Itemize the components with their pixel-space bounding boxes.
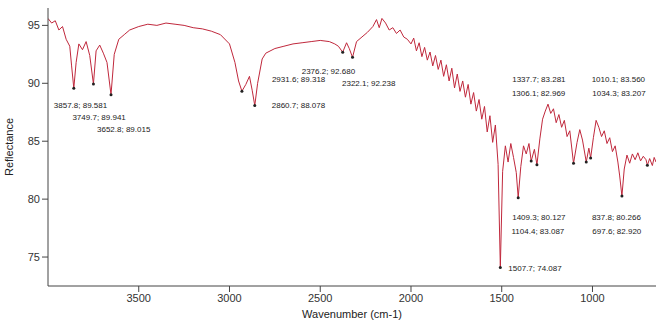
svg-text:85: 85 [28,135,40,147]
svg-text:75: 75 [28,251,40,263]
svg-text:3857.8; 89.581: 3857.8; 89.581 [54,101,108,110]
svg-text:2860.7; 88.078: 2860.7; 88.078 [272,101,326,110]
svg-text:697.6; 82.920: 697.6; 82.920 [592,227,641,236]
svg-text:3652.8; 89.015: 3652.8; 89.015 [97,125,151,134]
svg-text:Wavenumber (cm-1): Wavenumber (cm-1) [302,308,402,320]
svg-text:1010.1; 83.560: 1010.1; 83.560 [592,75,646,84]
svg-text:95: 95 [28,19,40,31]
html-text:Reflectance: Reflectance [3,118,15,176]
svg-text:1306.1; 82.969: 1306.1; 82.969 [512,89,566,98]
svg-text:3749.7; 89.941: 3749.7; 89.941 [72,113,126,122]
svg-text:3500: 3500 [127,292,151,304]
svg-text:1104.4; 83.087: 1104.4; 83.087 [512,227,565,236]
svg-text:1500: 1500 [489,292,513,304]
svg-text:2500: 2500 [308,292,332,304]
svg-text:2931.6; 89.318: 2931.6; 89.318 [272,75,326,84]
svg-text:80: 80 [28,193,40,205]
svg-text:3000: 3000 [217,292,241,304]
svg-text:1337.7; 83.281: 1337.7; 83.281 [512,75,566,84]
svg-text:1034.3; 83.207: 1034.3; 83.207 [592,89,646,98]
svg-text:1000: 1000 [580,292,604,304]
svg-text:90: 90 [28,77,40,89]
svg-text:2376.2; 92.680: 2376.2; 92.680 [302,67,356,76]
svg-text:2322.1; 92.238: 2322.1; 92.238 [342,79,396,88]
svg-text:1409.3; 80.127: 1409.3; 80.127 [512,213,566,222]
svg-text:1507.7; 74.087: 1507.7; 74.087 [508,264,562,273]
svg-text:837.8; 80.266: 837.8; 80.266 [592,213,641,222]
svg-text:2000: 2000 [399,292,423,304]
